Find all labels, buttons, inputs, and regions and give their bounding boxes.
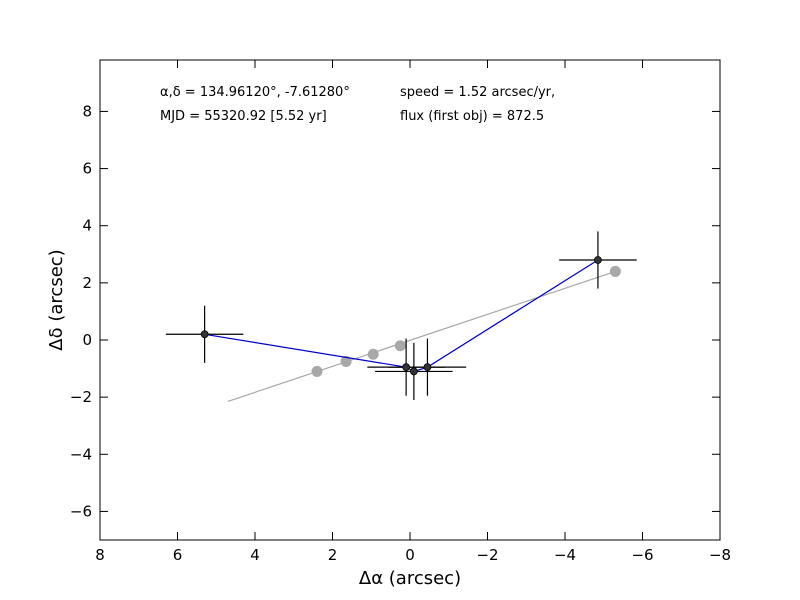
observed-point (402, 363, 411, 372)
model-line (227, 270, 616, 402)
x-tick-label: −6 (631, 546, 653, 564)
model-point (609, 265, 621, 277)
y-tick-label: 4 (82, 217, 92, 235)
model-point (367, 348, 379, 360)
observed-point (423, 363, 432, 372)
y-tick-label: −6 (70, 502, 92, 520)
observed-point (594, 256, 602, 264)
annotation-coords: α,δ = 134.96120°, -7.61280° (160, 85, 350, 100)
x-tick-label: −4 (554, 546, 576, 564)
y-tick-label: −2 (70, 388, 92, 406)
annotation-speed: speed = 1.52 arcsec/yr, (400, 85, 555, 100)
x-tick-label: 8 (95, 546, 105, 564)
x-tick-label: 2 (328, 546, 338, 564)
observed-track (165, 231, 637, 400)
annotation-flux: flux (first obj) = 872.5 (400, 109, 544, 124)
model-point (311, 365, 323, 377)
y-axis-ticks: −6 −4 −2 0 2 4 6 8 (70, 102, 720, 520)
observed-point (200, 330, 209, 339)
x-tick-label: −8 (709, 546, 731, 564)
y-tick-label: 6 (82, 160, 92, 178)
model-track (227, 265, 621, 402)
y-tick-label: 2 (82, 274, 92, 292)
y-tick-label: −4 (70, 445, 92, 463)
y-tick-label: 8 (82, 102, 92, 120)
x-tick-label: 4 (250, 546, 260, 564)
x-tick-label: 6 (173, 546, 183, 564)
plot-area (100, 60, 720, 540)
y-axis-label: Δδ (arcsec) (46, 249, 67, 350)
x-tick-label: 0 (405, 546, 415, 564)
model-point (340, 355, 352, 367)
observed-point (409, 367, 418, 376)
model-point (394, 340, 406, 352)
x-tick-label: −2 (476, 546, 498, 564)
plot-frame (99, 59, 721, 541)
x-axis-label: Δα (arcsec) (359, 568, 461, 589)
y-tick-label: 0 (82, 331, 92, 349)
annotation-mjd: MJD = 55320.92 [5.52 yr] (160, 109, 327, 124)
